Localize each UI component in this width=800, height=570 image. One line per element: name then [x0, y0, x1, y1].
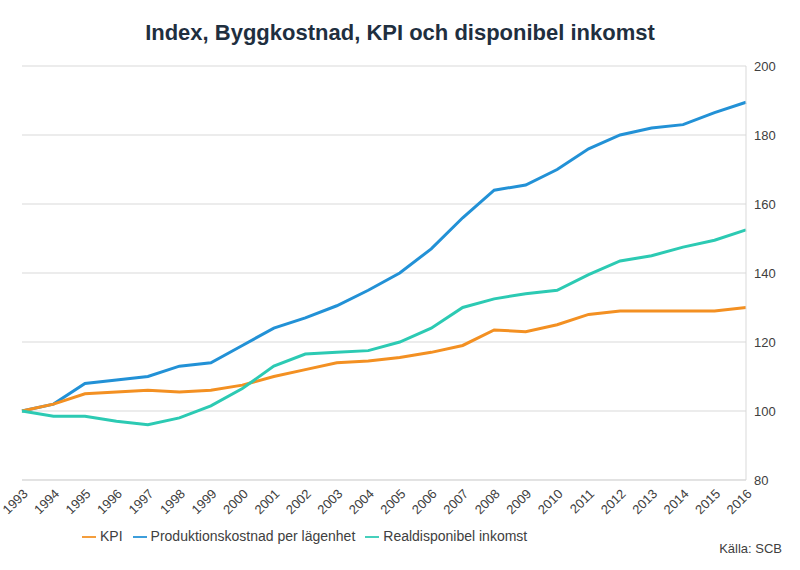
- svg-text:200: 200: [754, 59, 776, 74]
- svg-text:100: 100: [754, 404, 776, 419]
- svg-text:2005: 2005: [377, 486, 408, 517]
- svg-text:2016: 2016: [724, 486, 755, 517]
- svg-text:2012: 2012: [598, 486, 629, 517]
- svg-text:2014: 2014: [661, 486, 692, 517]
- svg-text:2008: 2008: [472, 486, 503, 517]
- svg-text:1994: 1994: [31, 486, 62, 517]
- html-text:Produktionskostnad per lägenhe: Produktionskostnad per lägenhet: [150, 528, 356, 544]
- html-text:KPI: KPI: [100, 528, 123, 544]
- html-text:Källa: SCB: Källa: SCB: [719, 541, 782, 556]
- svg-text:2011: 2011: [567, 486, 597, 516]
- svg-text:1999: 1999: [188, 486, 219, 517]
- svg-text:160: 160: [754, 197, 776, 212]
- svg-text:2004: 2004: [346, 486, 377, 517]
- svg-text:2015: 2015: [692, 486, 723, 517]
- svg-text:2002: 2002: [283, 486, 314, 517]
- svg-text:2006: 2006: [409, 486, 440, 517]
- svg-text:2001: 2001: [251, 486, 282, 517]
- svg-text:2010: 2010: [535, 486, 566, 517]
- svg-text:1995: 1995: [63, 486, 94, 517]
- svg-text:2007: 2007: [440, 486, 471, 517]
- svg-text:1996: 1996: [94, 486, 125, 517]
- svg-text:140: 140: [754, 266, 776, 281]
- svg-text:1997: 1997: [126, 486, 157, 517]
- svg-text:2013: 2013: [629, 486, 660, 517]
- svg-text:1998: 1998: [157, 486, 188, 517]
- svg-text:180: 180: [754, 128, 776, 143]
- svg-text:2000: 2000: [220, 486, 251, 517]
- svg-text:1993: 1993: [8, 486, 31, 517]
- html-text:Index, Byggkostnad, KPI och di: Index, Byggkostnad, KPI och disponibel i…: [145, 20, 655, 45]
- svg-text:120: 120: [754, 335, 776, 350]
- html-text:Realdisponibel inkomst: Realdisponibel inkomst: [383, 528, 528, 544]
- svg-text:2009: 2009: [503, 486, 534, 517]
- svg-text:80: 80: [754, 473, 768, 488]
- svg-text:2003: 2003: [314, 486, 345, 517]
